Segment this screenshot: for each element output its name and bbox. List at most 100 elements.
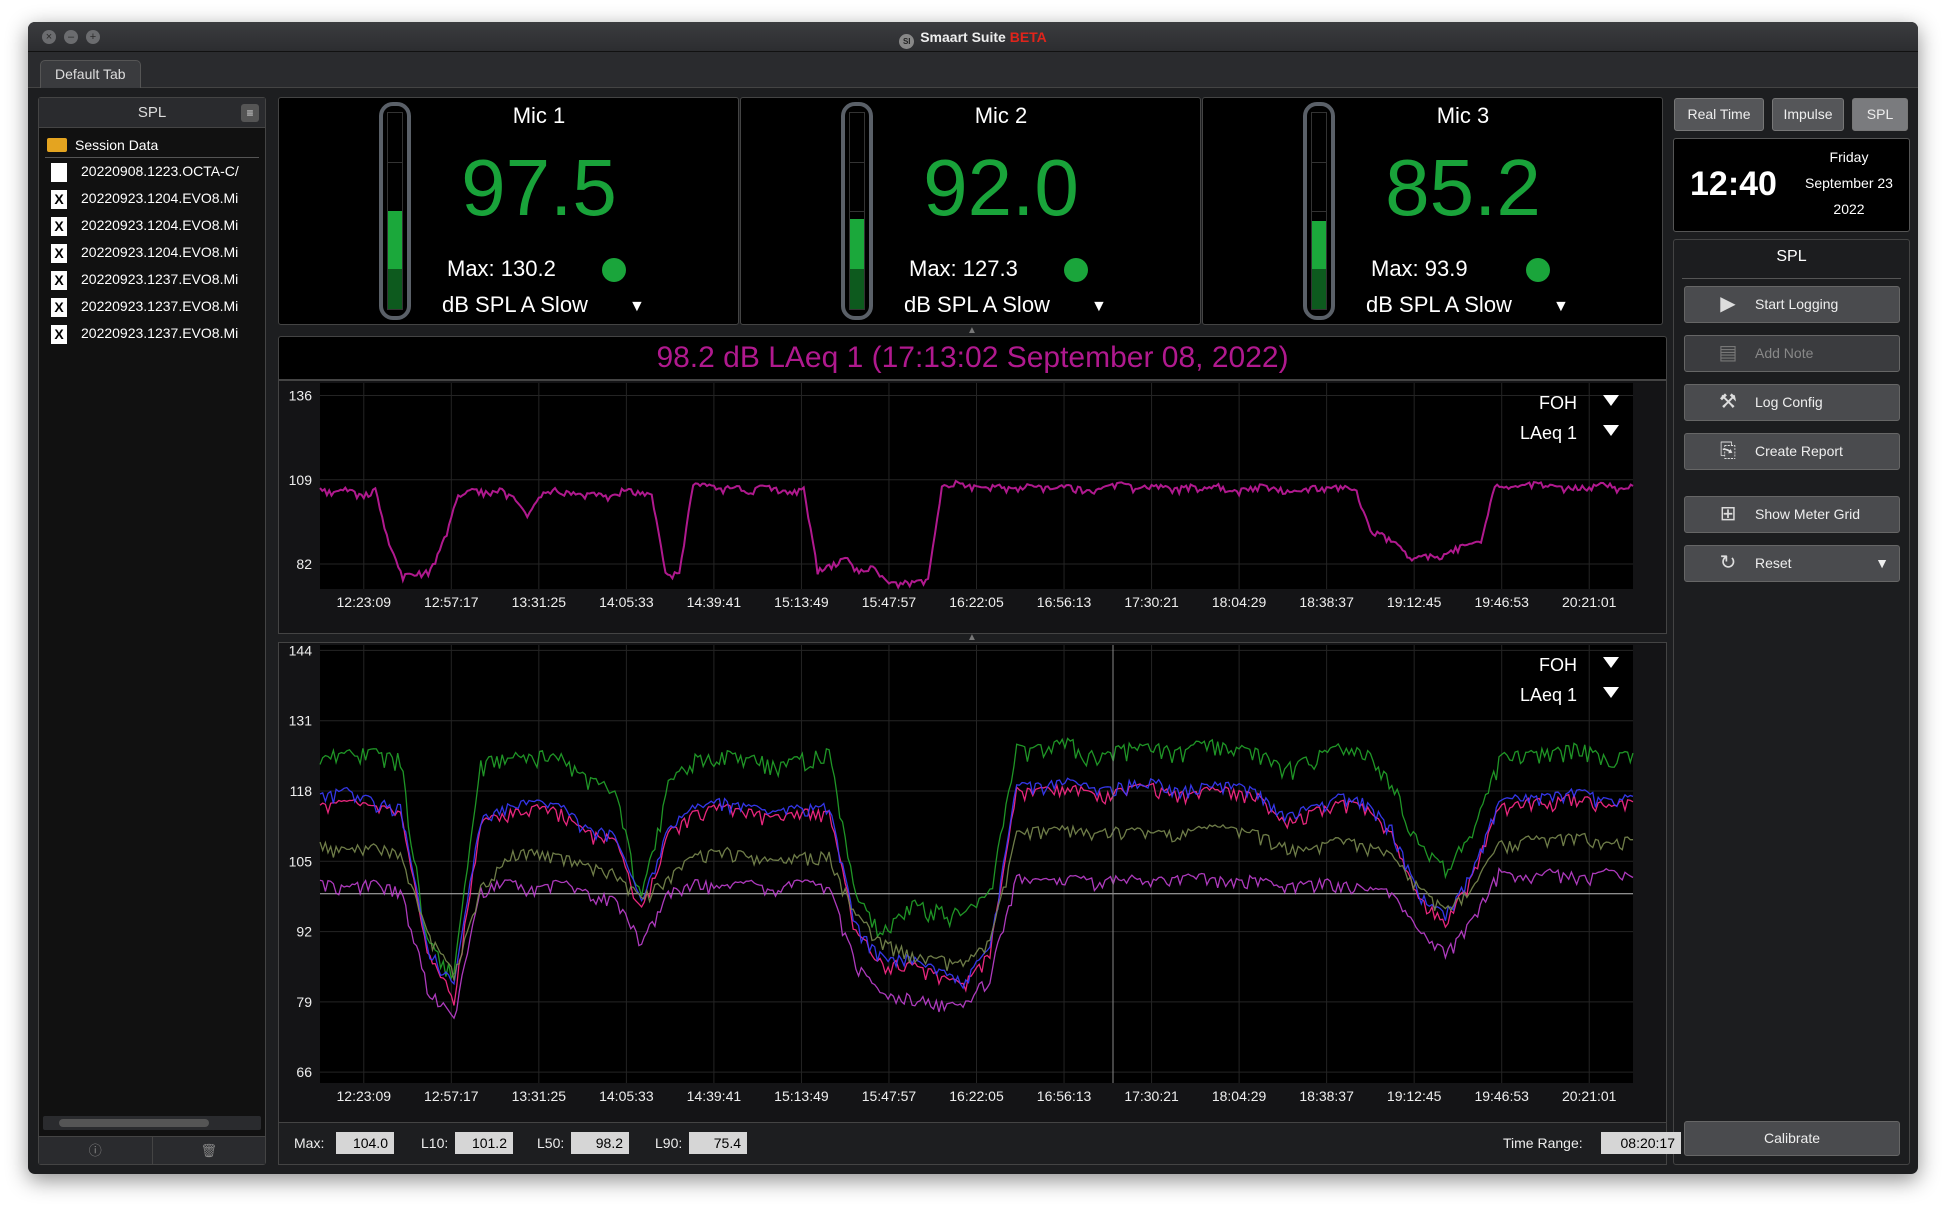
session-file-item[interactable]: X 20220923.1204.EVO8.Mi: [45, 185, 265, 212]
pdf-icon: ⎘: [1720, 440, 1736, 462]
y-tick-label: 66: [296, 1064, 312, 1080]
add-note-button[interactable]: ▤ Add Note: [1684, 335, 1900, 372]
app-window: × – + SI Smaart Suite BETA Default Tab SP…: [28, 22, 1918, 1174]
create-report-button[interactable]: ⎘ Create Report: [1684, 433, 1900, 470]
x-tick-label: 19:12:45: [1387, 594, 1442, 610]
meter-mic-2[interactable]: Mic 2 92.0 Max: 127.3 dB SPL A Slow ▼: [740, 97, 1201, 325]
x-tick-label: 13:31:25: [512, 594, 567, 610]
file-list: 20220908.1223.OCTA-C/X 20220923.1204.EVO8…: [39, 158, 265, 347]
app-title: Smaart Suite: [920, 29, 1006, 45]
session-file-item[interactable]: X 20220923.1237.EVO8.Mi: [45, 266, 265, 293]
trash-icon[interactable]: 🗑: [200, 1143, 217, 1158]
mode-button-impulse[interactable]: Impulse: [1772, 98, 1844, 131]
x-document-icon: X: [51, 298, 67, 317]
start-logging-button[interactable]: ▶ Start Logging: [1684, 286, 1900, 323]
meter-unit-select[interactable]: dB SPL A Slow: [904, 292, 1050, 317]
chevron-down-icon[interactable]: [1603, 395, 1619, 406]
session-file-item[interactable]: 20220908.1223.OCTA-C/: [45, 158, 265, 185]
session-file-item[interactable]: X 20220923.1237.EVO8.Mi: [45, 320, 265, 347]
horizontal-scrollbar[interactable]: [43, 1116, 261, 1130]
x-tick-label: 19:12:45: [1387, 1088, 1442, 1104]
minimize-window-icon[interactable]: –: [64, 30, 78, 44]
x-tick-label: 19:46:53: [1474, 1088, 1529, 1104]
button-label: Add Note: [1755, 345, 1814, 361]
trace-selector-label[interactable]: FOH: [1539, 655, 1577, 675]
level-bar: [379, 102, 411, 320]
show-meter-grid-button[interactable]: ⊞ Show Meter Grid: [1684, 496, 1900, 533]
session-file-item[interactable]: X 20220923.1204.EVO8.Mi: [45, 212, 265, 239]
chevron-down-icon[interactable]: ▼: [1875, 555, 1889, 571]
session-file-item[interactable]: X 20220923.1237.EVO8.Mi: [45, 293, 265, 320]
splitter-handle-icon[interactable]: ▲: [967, 632, 977, 643]
l10-value: 101.2: [455, 1132, 513, 1154]
spl-control-panel: SPL ▶ Start Logging ▤ Add Note ⚒ Log Config ⎘ C…: [1673, 239, 1910, 1165]
x-tick-label: 18:38:37: [1299, 1088, 1354, 1104]
x-tick-label: 14:39:41: [687, 1088, 742, 1104]
x-tick-label: 16:56:13: [1037, 1088, 1092, 1104]
calibrate-button[interactable]: Calibrate: [1684, 1121, 1900, 1156]
x-tick-label: 12:23:09: [337, 594, 392, 610]
smaart-logo-icon: SI: [899, 34, 915, 49]
x-tick-label: 14:39:41: [687, 594, 742, 610]
meter-max: Max: 130.2: [447, 256, 556, 281]
max-label: Max:: [294, 1135, 325, 1151]
session-file-item[interactable]: X 20220923.1204.EVO8.Mi: [45, 239, 265, 266]
chevron-down-icon[interactable]: [1603, 657, 1619, 668]
tab-bar: Default Tab: [28, 52, 1918, 88]
clock: 12:40 Friday September 23 2022: [1673, 138, 1910, 232]
chevron-down-icon[interactable]: [1603, 425, 1619, 436]
detail-chart[interactable]: 12:23:09 12:57:17 13:31:25 14:05:33 14:39:41…: [279, 642, 1666, 1122]
x-tick-label: 12:57:17: [424, 594, 479, 610]
splitter-handle-icon[interactable]: ▲: [967, 325, 977, 336]
file-name: 20220908.1223.OCTA-C/: [81, 163, 239, 179]
y-tick-label: 109: [289, 472, 313, 488]
x-tick-label: 18:04:29: [1212, 1088, 1267, 1104]
meter-mic-3[interactable]: Mic 3 85.2 Max: 93.9 dB SPL A Slow ▼: [1202, 97, 1663, 325]
tools-icon: ⚒: [1719, 391, 1737, 413]
mode-button-real-time[interactable]: Real Time: [1674, 98, 1764, 131]
detail-chart-frame: 12:23:09 12:57:17 13:31:25 14:05:33 14:39:41…: [278, 642, 1667, 1123]
session-panel-footer: ⓘ 🗑: [39, 1136, 265, 1164]
x-tick-label: 17:30:21: [1124, 594, 1179, 610]
charts-area: ▲ 98.2 dB LAeq 1 (17:13:02 September 08,…: [278, 326, 1681, 1165]
meter-unit-select[interactable]: dB SPL A Slow: [442, 292, 588, 317]
x-tick-label: 16:22:05: [949, 1088, 1004, 1104]
zoom-window-icon[interactable]: +: [86, 30, 100, 44]
meter-unit-select[interactable]: dB SPL A Slow: [1366, 292, 1512, 317]
x-tick-label: 15:13:49: [774, 594, 829, 610]
chevron-down-icon[interactable]: ▼: [629, 298, 645, 315]
trace-selector-label[interactable]: LAeq 1: [1520, 685, 1577, 705]
file-name: 20220923.1237.EVO8.Mi: [81, 271, 239, 287]
chevron-down-icon[interactable]: ▼: [1553, 298, 1569, 315]
session-panel-header: SPL ≡: [39, 98, 265, 128]
tab-default[interactable]: Default Tab: [40, 60, 141, 88]
play-icon: ▶: [1720, 293, 1736, 315]
x-document-icon: X: [51, 190, 67, 209]
l90-label: L90:: [655, 1135, 683, 1151]
info-icon[interactable]: ⓘ: [39, 1137, 153, 1164]
x-tick-label: 20:21:01: [1562, 594, 1617, 610]
y-tick-label: 136: [289, 387, 313, 403]
divider: [1682, 278, 1901, 279]
x-tick-label: 16:56:13: [1037, 594, 1092, 610]
session-data-folder[interactable]: Session Data: [45, 132, 259, 158]
trace-selector-label[interactable]: FOH: [1539, 393, 1577, 413]
panel-menu-icon[interactable]: ≡: [241, 104, 259, 122]
clock-day: Friday: [1829, 149, 1869, 165]
button-label: Log Config: [1755, 394, 1823, 410]
status-indicator-icon: [602, 258, 626, 282]
chevron-down-icon[interactable]: ▼: [1091, 298, 1107, 315]
x-tick-label: 14:05:33: [599, 594, 654, 610]
mode-button-spl[interactable]: SPL: [1852, 98, 1908, 131]
close-window-icon[interactable]: ×: [42, 30, 56, 44]
chevron-down-icon[interactable]: [1603, 687, 1619, 698]
l50-value: 98.2: [571, 1132, 629, 1154]
log-config-button[interactable]: ⚒ Log Config: [1684, 384, 1900, 421]
reset-button[interactable]: ↻ Reset ▼: [1684, 545, 1900, 582]
scrollbar-thumb[interactable]: [59, 1119, 209, 1127]
overview-chart[interactable]: 12:23:09 12:57:17 13:31:25 14:05:33 14:39:41…: [279, 381, 1666, 633]
trace-selector-label[interactable]: LAeq 1: [1520, 423, 1577, 443]
meter-mic-1[interactable]: Mic 1 97.5 Max: 130.2 dB SPL A Slow ▼: [278, 97, 739, 325]
control-panel-title: SPL: [1776, 248, 1807, 265]
session-panel-title: SPL: [137, 104, 167, 121]
